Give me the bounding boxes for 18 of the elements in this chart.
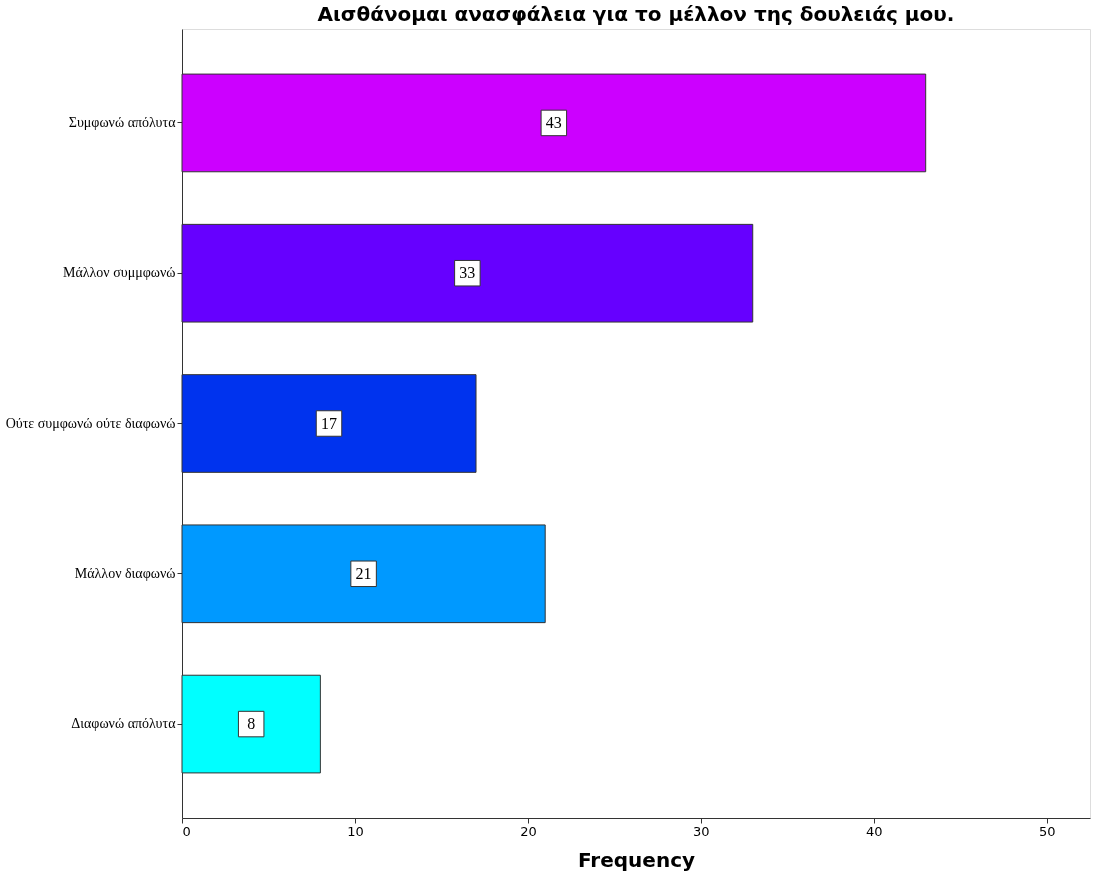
data-label: 8 <box>247 715 256 733</box>
x-tick-label: 0 <box>182 823 191 839</box>
x-tick-label: 50 <box>1038 823 1056 839</box>
x-tick-label: 20 <box>520 823 537 839</box>
chart-title: Αισθάνομαι ανασφάλεια για το μέλλον της δουλειάς μου. <box>317 2 955 26</box>
x-tick-label: 40 <box>866 823 883 839</box>
data-label: 33 <box>459 264 476 282</box>
data-label: 21 <box>355 564 372 582</box>
data-label: 17 <box>321 414 338 432</box>
x-tick-label: 30 <box>693 823 710 839</box>
x-tick-label: 10 <box>347 823 364 839</box>
y-tick-label: Συμφωνώ απόλυτα <box>68 114 177 130</box>
y-tick-label: Μάλλον διαφωνώ <box>74 565 176 581</box>
y-tick-label: Μάλλον συμμφωνώ <box>62 265 176 281</box>
y-tick-label: Διαφωνώ απόλυτα <box>71 716 177 732</box>
y-tick-label: Ούτε συμφωνώ ούτε διαφωνώ <box>5 415 176 431</box>
data-label: 43 <box>545 113 562 131</box>
x-axis-title: Frequency <box>577 847 696 872</box>
